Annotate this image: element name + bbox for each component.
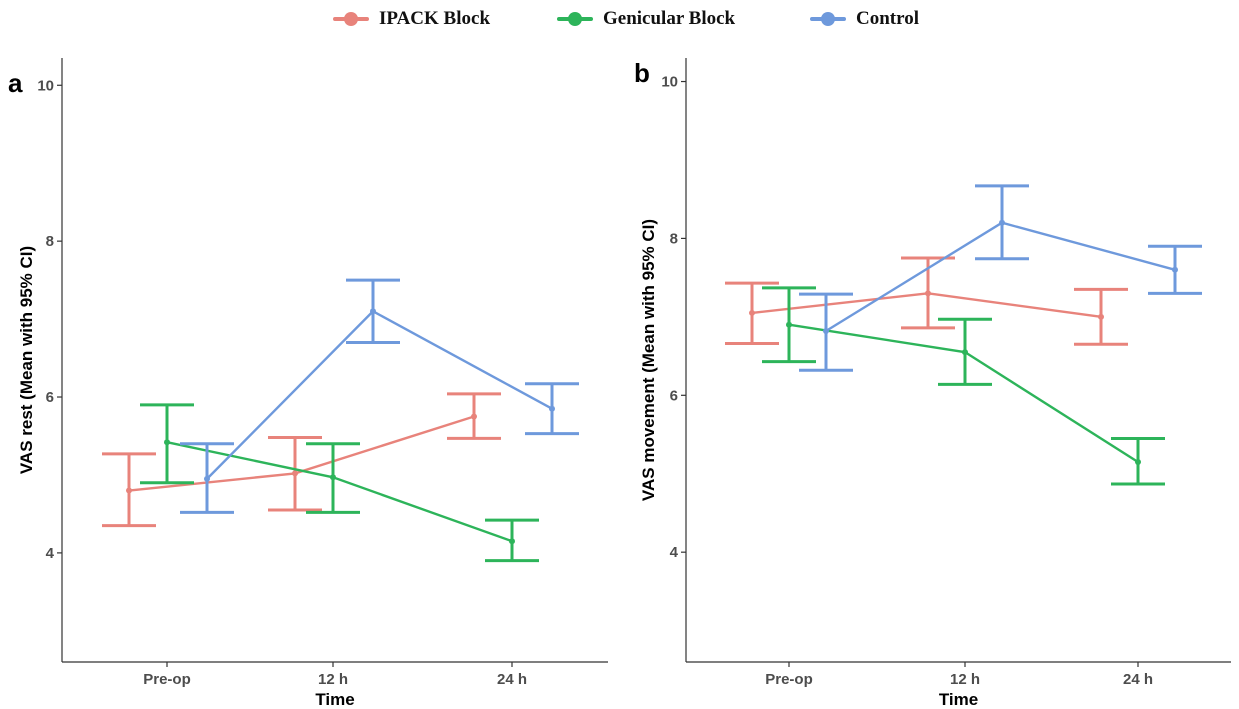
mean-point (749, 309, 755, 316)
mean-point (509, 538, 515, 545)
y-tick-label: 8 (670, 230, 678, 247)
mean-point (1098, 313, 1104, 320)
legend-swatch-ipack-block (333, 9, 369, 29)
x-tick-label: Pre-op (143, 671, 191, 688)
mean-point (471, 413, 477, 420)
legend-item-genicular-block: Genicular Block (557, 6, 735, 32)
mean-point (164, 439, 170, 446)
series-control (180, 278, 579, 514)
y-tick-label: 6 (46, 389, 54, 406)
mean-point (292, 470, 298, 477)
chart-legend: IPACK Block Genicular Block Control (0, 0, 1239, 40)
y-tick-label: 10 (661, 74, 678, 91)
mean-point (204, 475, 210, 482)
series-genicular-block (140, 403, 539, 563)
y-axis-title: VAS rest (Mean with 95% CI) (17, 246, 36, 474)
x-tick-label: 12 h (318, 671, 348, 688)
legend-swatch-genicular-block (557, 9, 593, 29)
legend-item-control: Control (810, 6, 919, 32)
mean-point (999, 219, 1005, 226)
legend-swatch-control (810, 9, 846, 29)
x-axis-title: Time (315, 690, 354, 709)
mean-point (1135, 458, 1141, 465)
series-line (166, 441, 513, 543)
chart-panel-a: a 4 6 8 10 Pre-op 12 h 24 h Time VAS rest (Mean w… (8, 58, 608, 709)
panel-letter: a (8, 68, 23, 98)
y-tick-label: 4 (670, 544, 679, 561)
panel-letter: b (634, 58, 650, 88)
mean-point (823, 327, 829, 334)
x-tick-label: Pre-op (765, 671, 813, 688)
y-tick-label: 8 (46, 233, 54, 250)
series-line (128, 415, 475, 492)
chart-panel-b: b 4 6 8 10 Pre-op 12 h 24 h Time VAS movement (Me… (634, 58, 1231, 709)
legend-label-control: Control (856, 8, 919, 29)
mean-point (370, 308, 376, 315)
x-tick-label: 24 h (497, 671, 527, 688)
legend-label-ipack-block: IPACK Block (379, 8, 491, 29)
x-tick-label: 24 h (1123, 671, 1153, 688)
y-tick-label: 6 (670, 387, 678, 404)
mean-point (786, 321, 792, 328)
series-ipack-block (725, 256, 1128, 346)
mean-point (330, 474, 336, 481)
legend-item-ipack-block: IPACK Block (333, 6, 490, 32)
y-tick-label: 10 (37, 77, 54, 94)
mean-point (962, 349, 968, 356)
series-ipack-block (102, 392, 501, 528)
mean-point (549, 405, 555, 412)
x-tick-label: 12 h (950, 671, 980, 688)
legend-label-genicular-block: Genicular Block (603, 8, 736, 29)
y-axis-title: VAS movement (Mean with 95% CI) (639, 219, 658, 501)
mean-point (925, 290, 931, 297)
x-axis-title: Time (939, 690, 978, 709)
mean-point (126, 487, 132, 494)
series-genicular-block (762, 286, 1165, 486)
y-tick-label: 4 (46, 545, 55, 562)
series-control (799, 184, 1202, 372)
mean-point (1172, 266, 1178, 273)
